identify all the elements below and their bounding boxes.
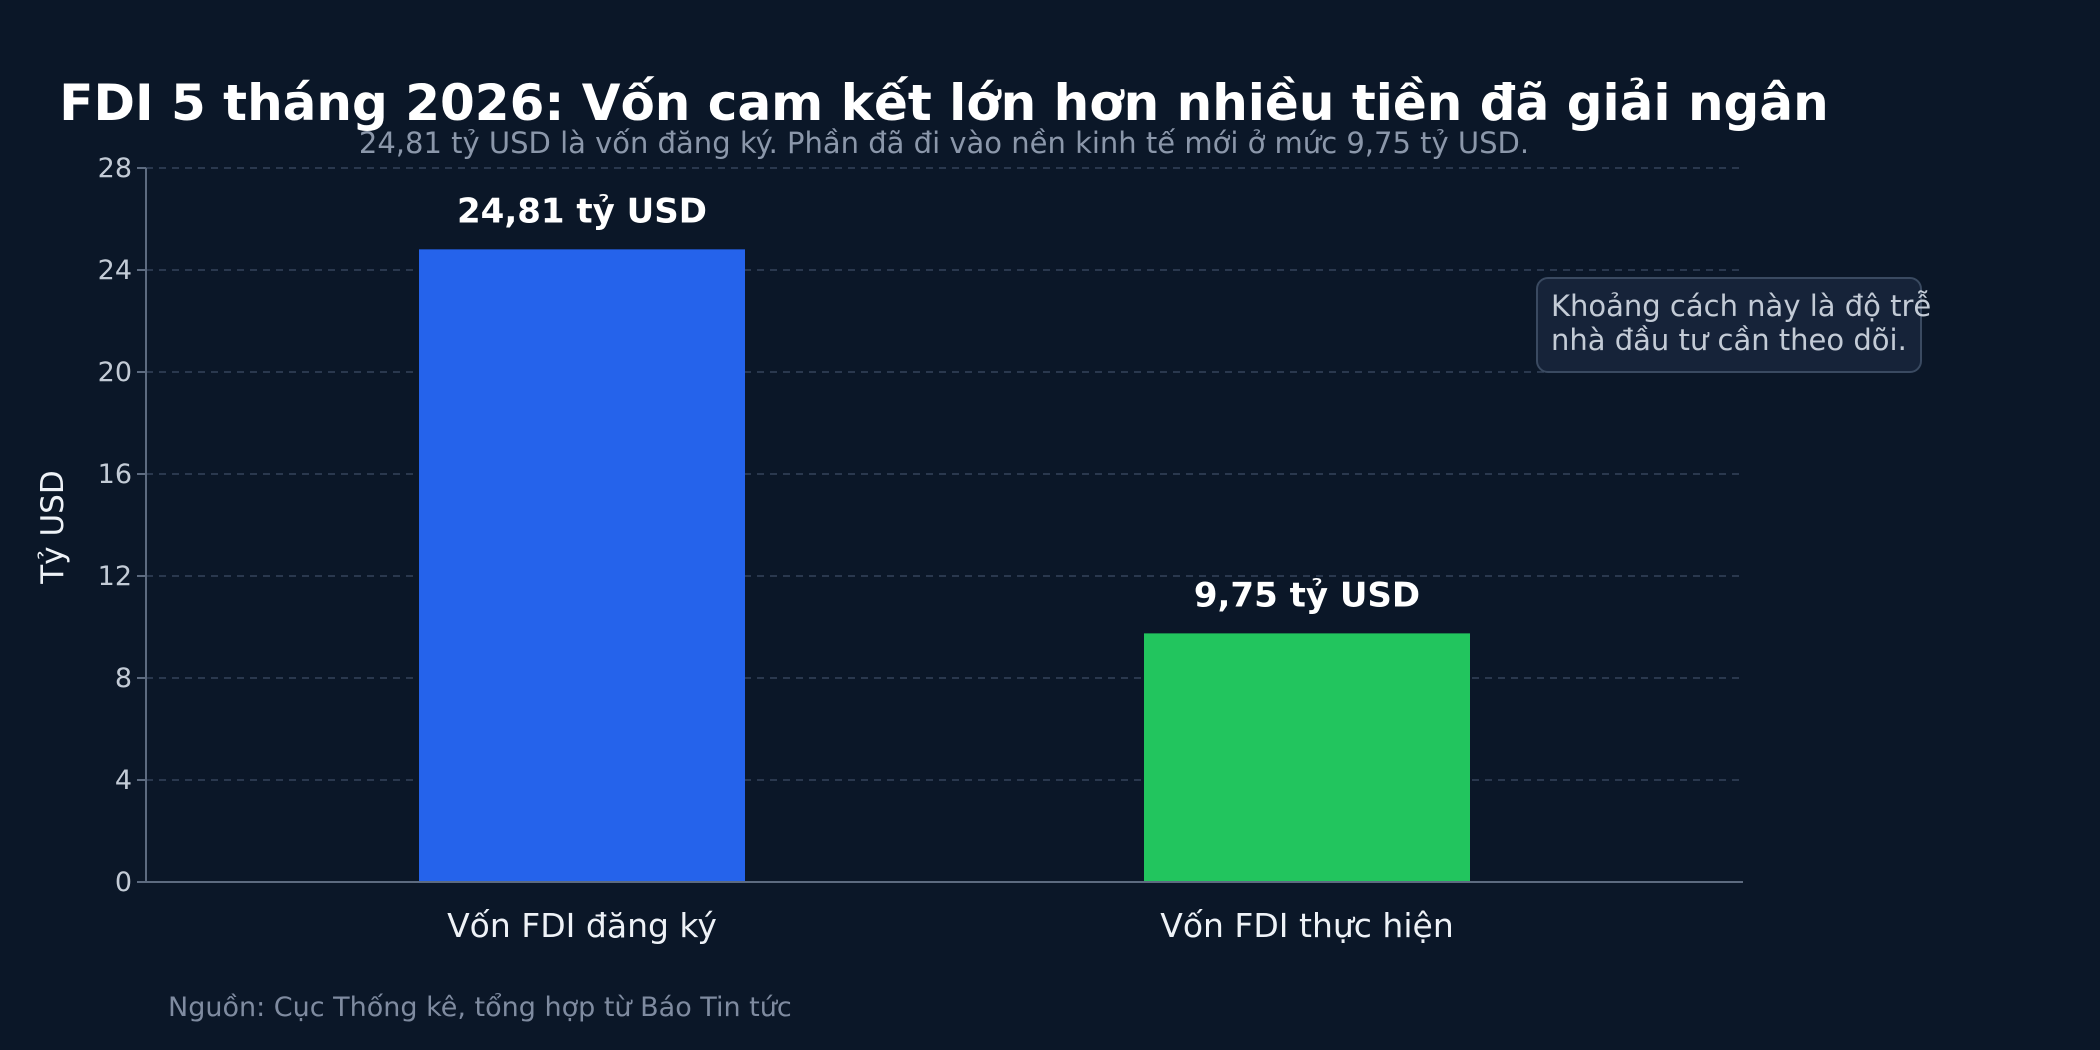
bar <box>419 249 745 883</box>
bars <box>419 249 1470 883</box>
y-axis-ticks: 0 4 8 12 16 20 24 28 <box>98 153 146 898</box>
y-tick-label: 16 <box>98 459 132 490</box>
bar-data-label: 9,75 tỷ USD <box>1194 575 1420 615</box>
chart-subtitle: 24,81 tỷ USD là vốn đăng ký. Phần đã đi … <box>359 126 1529 160</box>
annotation-box: Khoảng cách này là độ trễ nhà đầu tư cần… <box>1536 277 1931 373</box>
chart-title: FDI 5 tháng 2026: Vốn cam kết lớn hơn nh… <box>59 74 1828 132</box>
bar-data-label: 24,81 tỷ USD <box>457 191 707 231</box>
x-category-label: Vốn FDI đăng ký <box>447 906 717 945</box>
source-note: Nguồn: Cục Thống kê, tổng hợp từ Báo Tin… <box>168 992 792 1023</box>
x-category-label: Vốn FDI thực hiện <box>1160 906 1454 945</box>
y-tick-label: 20 <box>98 357 132 388</box>
annotation-line-2: nhà đầu tư cần theo dõi. <box>1551 323 1907 357</box>
data-labels: 24,81 tỷ USD 9,75 tỷ USD <box>457 191 1420 615</box>
annotation-line-1: Khoảng cách này là độ trễ <box>1551 289 1931 323</box>
y-tick-label: 0 <box>115 867 132 898</box>
y-tick-label: 28 <box>98 153 132 184</box>
grid-lines <box>146 167 1743 781</box>
y-axis-label: Tỷ USD <box>35 470 71 584</box>
annotation-background <box>1536 277 1922 373</box>
y-tick-label: 8 <box>115 663 132 694</box>
bar <box>1144 633 1470 882</box>
y-tick-label: 24 <box>98 255 132 286</box>
y-tick-label: 4 <box>115 765 132 796</box>
x-axis-categories: Vốn FDI đăng ký Vốn FDI thực hiện <box>447 906 1454 945</box>
y-tick-label: 12 <box>98 561 132 592</box>
